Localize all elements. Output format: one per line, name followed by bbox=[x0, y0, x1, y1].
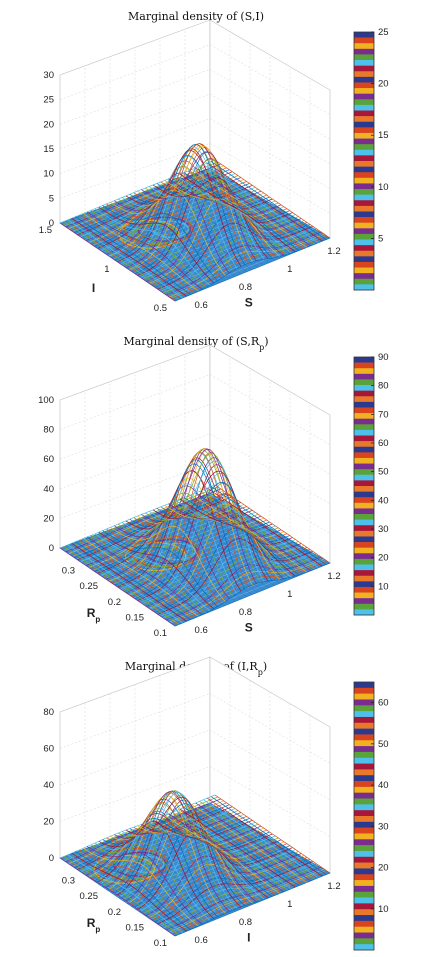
x-axis-label: S bbox=[245, 621, 253, 635]
z-tick-label: 60 bbox=[43, 454, 54, 465]
colorbar-tick-label: 10 bbox=[378, 904, 389, 915]
x-tick-label: 1.2 bbox=[327, 246, 340, 257]
z-tick-label: 0 bbox=[49, 543, 54, 554]
colorbar-tick-label: 60 bbox=[378, 438, 389, 449]
density-surface bbox=[59, 790, 331, 937]
y-tick-label: 0.5 bbox=[154, 303, 167, 314]
y-tick-label: 1.5 bbox=[39, 225, 52, 236]
x-tick-label: 1 bbox=[287, 899, 292, 910]
y-tick-label: 1 bbox=[104, 264, 109, 275]
z-tick-label: 15 bbox=[43, 144, 54, 155]
colorbar-tick-label: 20 bbox=[378, 553, 389, 564]
z-tick-label: 40 bbox=[43, 484, 54, 495]
density-surface bbox=[59, 143, 331, 302]
y-tick-label: 0.15 bbox=[126, 612, 145, 623]
colorbar-tick-label: 50 bbox=[378, 467, 389, 478]
colorbar-tick-label: 30 bbox=[378, 524, 389, 535]
z-tick-label: 10 bbox=[43, 169, 54, 180]
colorbar-tick-label: 10 bbox=[378, 581, 389, 592]
z-tick-label: 20 bbox=[43, 119, 54, 130]
z-tick-label: 20 bbox=[43, 513, 54, 524]
colorbar-tick-label: 5 bbox=[378, 233, 383, 244]
x-tick-label: 1 bbox=[287, 264, 292, 275]
colorbar: 10 20 30 40 50 60 70 80 90 bbox=[353, 352, 389, 616]
colorbar-tick-label: 40 bbox=[378, 780, 389, 791]
x-tick-label: 0.8 bbox=[239, 282, 252, 293]
surface-panel-3: Marginal density of (I,Rp)0204060800.60.… bbox=[43, 656, 389, 951]
y-tick-label: 0.2 bbox=[108, 907, 121, 918]
surface-panel-2: Marginal density of (S,Rp) 0 20 40 60 80 100 0.… bbox=[38, 335, 388, 639]
y-tick-label: 0.2 bbox=[108, 597, 121, 608]
colorbar: 5 10 15 20 25 bbox=[353, 27, 389, 291]
y-tick-label: 0.25 bbox=[80, 581, 99, 592]
z-tick-label: 0 bbox=[49, 853, 54, 864]
colorbar-tick-label: 30 bbox=[378, 821, 389, 832]
z-tick-label: 5 bbox=[49, 193, 54, 204]
y-tick-label: 0.15 bbox=[126, 922, 145, 933]
panel-title: Marginal density of (S,Rp) bbox=[123, 335, 268, 352]
colorbar-tick-label: 70 bbox=[378, 409, 389, 420]
y-tick-label: 0.1 bbox=[154, 938, 167, 949]
y-axis-label: Rp bbox=[87, 916, 101, 934]
z-tick-label: 80 bbox=[43, 425, 54, 436]
colorbar-tick-label: 90 bbox=[378, 352, 389, 363]
colorbar: 10 20 30 40 50 60 bbox=[353, 681, 389, 951]
z-tick-label: 20 bbox=[43, 817, 54, 828]
colorbar-tick-label: 40 bbox=[378, 495, 389, 506]
colorbar-tick-label: 60 bbox=[378, 698, 389, 709]
z-tick-label: 40 bbox=[43, 780, 54, 791]
z-tick-label: 30 bbox=[43, 70, 54, 81]
z-tick-label: 60 bbox=[43, 744, 54, 755]
y-axis-label: I bbox=[92, 281, 95, 295]
z-tick-label: 100 bbox=[38, 395, 54, 406]
colorbar-tick-label: 20 bbox=[378, 863, 389, 874]
colorbar-tick-label: 15 bbox=[378, 130, 389, 141]
x-tick-label: 0.6 bbox=[195, 625, 208, 636]
surface-panel-1: Marginal density of (S,I)0510152025300.6… bbox=[39, 10, 389, 314]
x-tick-label: 1 bbox=[287, 589, 292, 600]
colorbar-tick-label: 20 bbox=[378, 79, 389, 90]
x-axis-label: I bbox=[247, 931, 250, 945]
x-tick-label: 0.8 bbox=[239, 607, 252, 618]
panel-title: Marginal density of (S,I) bbox=[128, 10, 264, 23]
x-tick-label: 1.2 bbox=[327, 571, 340, 582]
colorbar-tick-label: 25 bbox=[378, 27, 389, 38]
colorbar-tick-label: 50 bbox=[378, 739, 389, 750]
y-tick-label: 0.3 bbox=[62, 876, 75, 887]
x-axis-label: S bbox=[245, 296, 253, 310]
y-tick-label: 0.25 bbox=[80, 891, 99, 902]
y-axis-label: Rp bbox=[87, 606, 101, 624]
colorbar-tick-label: 80 bbox=[378, 381, 389, 392]
y-tick-label: 0.1 bbox=[154, 628, 167, 639]
colorbar-tick-label: 10 bbox=[378, 182, 389, 193]
z-tick-label: 0 bbox=[49, 218, 54, 229]
x-tick-label: 0.6 bbox=[195, 935, 208, 946]
z-tick-label: 80 bbox=[43, 707, 54, 718]
y-tick-label: 0.3 bbox=[62, 566, 75, 577]
x-tick-label: 1.2 bbox=[327, 881, 340, 892]
z-tick-label: 25 bbox=[43, 95, 54, 106]
density-surface bbox=[59, 448, 331, 627]
x-tick-label: 0.8 bbox=[239, 917, 252, 928]
x-tick-label: 0.6 bbox=[195, 300, 208, 311]
